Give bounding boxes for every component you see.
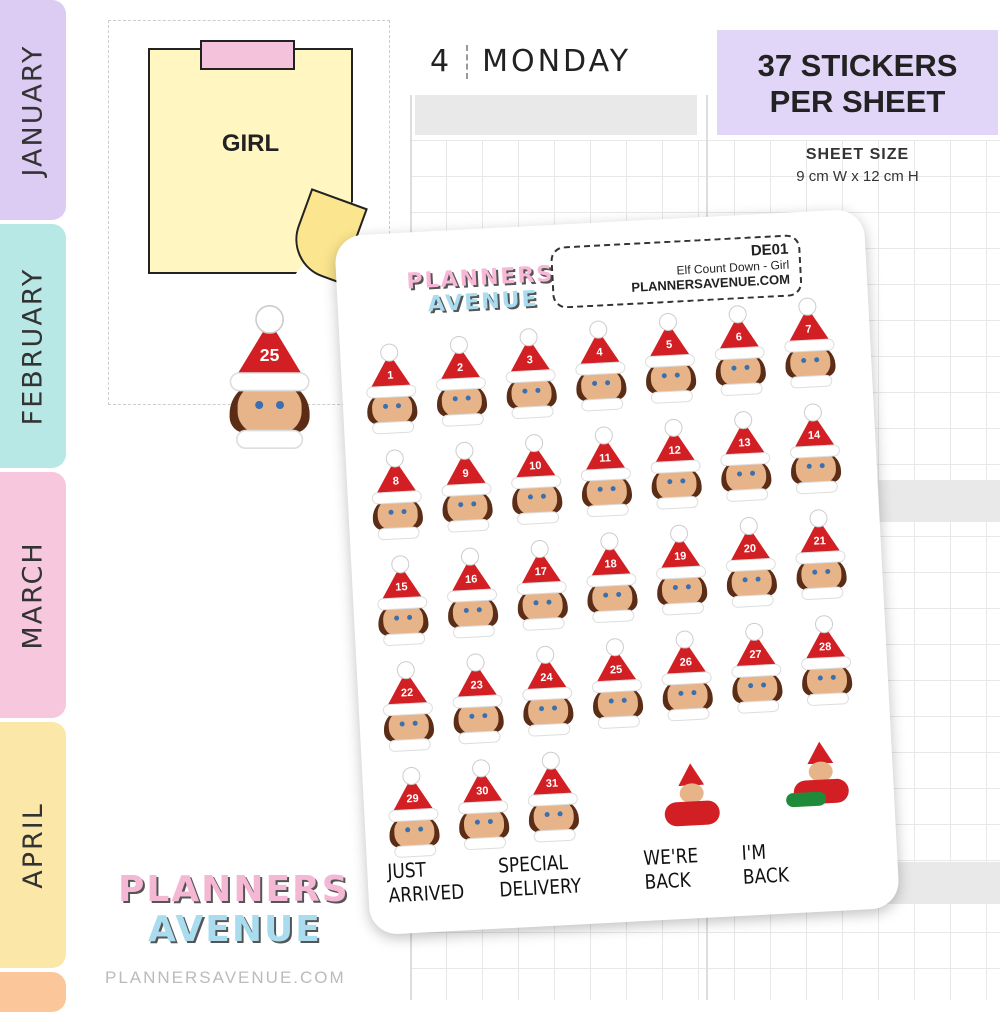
tab-label: FEBRUARY [17,267,49,425]
elf-sticker: 22 [374,660,439,753]
elf-number: 13 [738,436,751,450]
elf-number: 28 [818,640,832,654]
elf-number: 27 [749,648,762,662]
tab-label: APRIL [17,801,49,889]
elf-number: 3 [526,354,534,367]
elf-number: 30 [475,785,489,798]
elf-sticker: 18 [578,531,643,624]
elf-number: 7 [805,323,812,336]
note-text: GIRL [221,130,280,157]
elf-number: 25 [259,346,280,366]
elf-sticker: 14 [781,402,846,495]
elf-number: 25 [609,663,623,677]
label-special-delivery: SPECIAL DELIVERY [497,849,582,902]
brand-website: PLANNERSAVENUE.COM [105,968,346,987]
month-tabs: JANUARY FEBRUARY MARCH APRIL [0,0,66,1012]
elf-sticker: 26 [653,629,718,722]
elf-sticker: 7 [776,296,841,389]
brand-logo: PLANNERS AVENUE [118,869,350,950]
elf-sticker: 25 [584,637,649,730]
day-header: 4 MONDAY [430,44,631,79]
elf-number: 9 [462,467,470,480]
sheet-info: DE01 Elf Count Down - Girl PLANNERSAVENUE.… [549,233,803,309]
elf-sticker: 8 [363,448,428,541]
elf-number: 19 [673,550,687,563]
label-im-back: I'M BACK [741,839,790,889]
elf-sticker: 30 [450,758,515,851]
elf-number: 10 [528,459,542,473]
tab-label: MARCH [17,540,49,650]
elf-number: 15 [395,580,408,594]
elf-sticker: 11 [572,425,637,518]
sheet-size: SHEET SIZE 9 cm W x 12 cm H [796,146,919,185]
elf-sticker: 15 [369,554,434,647]
elf-number: 17 [534,565,548,579]
gray-bar [870,480,1000,522]
elf-sticker: 27 [723,621,788,714]
tape [200,40,295,70]
elf-sticker: 20 [717,516,782,609]
elf-sticker: 4 [567,319,632,412]
elf-sticker: 25 [220,305,316,449]
label-were-back: WE'RE BACK [642,843,699,894]
elf-sticker: 10 [503,433,568,526]
elf-sticker: 9 [433,440,498,533]
elf-number: 1 [387,369,394,382]
elf-sticker: 21 [787,508,852,601]
stickers-count-banner: 37 STICKERS PER SHEET [717,30,998,135]
elf-number: 26 [679,656,693,669]
elf-sticker: 23 [444,652,509,745]
day-number: 4 [430,44,453,79]
label-just-arrived: JUST ARRIVED [386,857,465,908]
sample-elf-sticker: 25 [220,305,316,449]
tab-may[interactable] [0,972,66,1012]
elf-number: 22 [400,686,414,700]
elf-number: 18 [604,558,618,571]
elf-sticker: 1 [358,342,423,435]
elf-sticker: 17 [508,539,573,632]
elf-number: 8 [392,475,400,488]
elf-number: 11 [598,452,612,465]
day-name: MONDAY [482,44,632,79]
sitting-elf-sticker [652,762,725,827]
elf-number: 29 [406,792,420,806]
elf-number: 12 [668,444,682,458]
elf-number: 2 [456,361,464,375]
elf-sticker: 19 [648,523,713,616]
sitting-elf-girl-sticker [781,740,854,808]
elf-number: 24 [540,671,553,685]
tab-march[interactable]: MARCH [0,472,66,718]
elf-sticker: 29 [380,766,445,859]
tab-january[interactable]: JANUARY [0,0,66,220]
elf-number: 31 [545,777,559,791]
elf-number: 5 [665,338,673,352]
elf-sticker: 3 [497,327,562,420]
elf-sticker: 31 [519,750,584,843]
elf-sticker: 24 [514,644,579,737]
gray-bar [415,95,697,135]
elf-sticker: 13 [712,410,777,503]
sticker-sheet: PLANNERS AVENUE DE01 Elf Count Down - Girl… [334,208,900,936]
elf-sticker: 6 [706,304,771,397]
elf-sticker: 5 [637,311,702,404]
tab-february[interactable]: FEBRUARY [0,224,66,468]
elf-number: 16 [464,573,478,586]
elf-sticker: 16 [439,546,504,639]
elf-number: 20 [743,542,757,556]
elf-number: 23 [470,679,484,692]
elf-number: 6 [735,331,743,344]
elf-sticker: 2 [427,334,492,427]
tab-april[interactable]: APRIL [0,722,66,968]
tab-label: JANUARY [17,44,49,176]
elf-number: 4 [596,346,603,359]
elf-sticker: 12 [642,417,707,510]
elf-number: 21 [813,535,827,548]
elf-number: 14 [807,429,821,442]
elf-sticker: 28 [793,614,858,707]
sheet-logo: PLANNERS AVENUE [405,261,555,318]
